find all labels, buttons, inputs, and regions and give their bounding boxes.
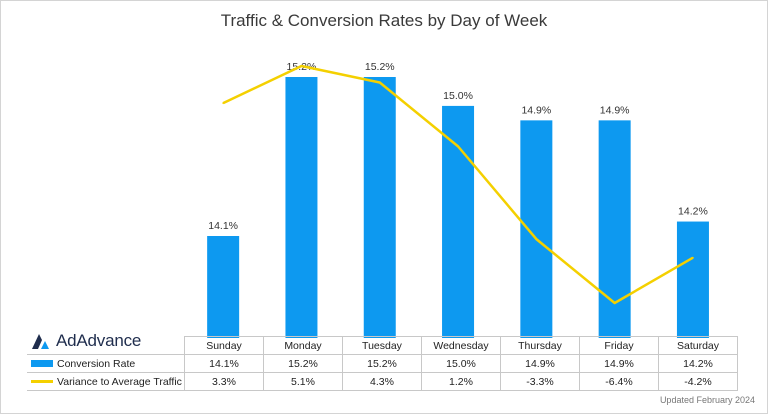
bar-data-label: 14.2% [678,206,708,218]
bar-sunday [207,236,240,338]
table-header-row: Sunday Monday Tuesday Wednesday Thursday… [27,336,738,355]
table-cell: 14.9% [579,354,659,373]
data-table: Sunday Monday Tuesday Wednesday Thursday… [27,336,738,391]
table-header-cell: Friday [579,336,659,355]
table-cell: -3.3% [500,372,580,391]
plot-area: 14.1%15.2% 15.2%15.0%14.9% 14.9%14.2% [207,61,709,338]
bar-thursday [520,120,553,338]
table-cell: 3.3% [184,372,264,391]
table-cell: 14.1% [184,354,264,373]
table-cell: 15.2% [263,354,343,373]
legend-bar-swatch [31,360,53,368]
legend-variance: Variance to Average Traffic [27,372,185,391]
table-cell: 4.3% [342,372,422,391]
bar-data-label: 14.1% [208,220,238,232]
bar-friday [598,120,631,338]
variance-point-sunday [222,102,224,104]
variance-point-friday [613,302,616,304]
variance-point-monday [300,65,303,67]
table-row-conversion: Conversion Rate 14.1% 15.2% 15.2% 15.0% … [27,354,738,373]
table-corner [27,336,185,355]
table-cell: 5.1% [263,372,343,391]
legend-label: Conversion Rate [57,357,136,370]
legend-label: Variance to Average Traffic [57,375,182,388]
table-header-cell: Tuesday [342,336,422,355]
table-header-cell: Thursday [500,336,580,355]
legend-conversion-rate: Conversion Rate [27,354,185,373]
bar-data-label: 14.9% [521,104,551,116]
table-cell: -6.4% [579,372,659,391]
table-cell: 1.2% [421,372,501,391]
updated-note: Updated February 2024 [659,395,755,405]
table-header-cell: Saturday [658,336,738,355]
table-cell: 14.9% [500,354,580,373]
variance-point-saturday [692,256,694,259]
bar-data-label: 15.2% [365,61,395,73]
table-cell: 14.2% [658,354,738,373]
legend-line-swatch [31,380,53,384]
bar-saturday [676,221,709,338]
table-row-variance: Variance to Average Traffic 3.3% 5.1% 4.… [27,372,738,391]
table-cell: 15.2% [342,354,422,373]
chart-title: Traffic & Conversion Rates by Day of Wee… [220,11,548,30]
bar-tuesday [363,77,396,338]
variance-point-tuesday [378,81,381,84]
table-header-cell: Monday [263,336,343,355]
bar-wednesday [442,105,475,338]
variance-point-thursday [535,238,538,240]
table-cell: 15.0% [421,354,501,373]
bar-data-label: 15.0% [443,90,473,102]
variance-point-wednesday [457,145,459,148]
table-header-cell: Sunday [184,336,264,355]
table-cell: -4.2% [658,372,738,391]
bar-monday [285,77,318,338]
bar-data-label: 14.9% [600,104,630,116]
table-header-cell: Wednesday [421,336,501,355]
